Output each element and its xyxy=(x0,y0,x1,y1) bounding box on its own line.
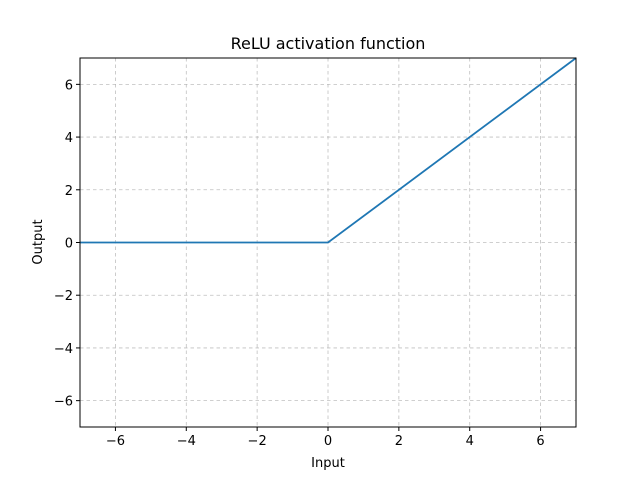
y-tick-label: 6 xyxy=(65,78,73,93)
x-tick-label: −6 xyxy=(106,434,125,449)
y-axis-label: Output xyxy=(31,219,46,264)
x-tick-label: 2 xyxy=(395,434,403,449)
x-tick-label: −2 xyxy=(248,434,267,449)
y-tick-label: 2 xyxy=(65,184,73,199)
x-tick-label: 4 xyxy=(466,434,474,449)
chart-title: ReLU activation function xyxy=(231,34,426,53)
y-tick-label: 4 xyxy=(65,131,73,146)
y-tick-label: −4 xyxy=(54,342,73,357)
x-tick-label: −4 xyxy=(177,434,196,449)
y-tick-label: −2 xyxy=(54,289,73,304)
x-axis-label: Input xyxy=(311,456,345,471)
x-tick-label: 0 xyxy=(324,434,332,449)
y-tick-label: −6 xyxy=(54,395,73,410)
x-tick-label: 6 xyxy=(536,434,544,449)
grid xyxy=(80,58,576,427)
series-layer xyxy=(80,57,577,244)
relu-line xyxy=(80,57,577,244)
ticks: −6 −4 −2 0 2 4 6 −6 −4 −2 0 2 4 6 xyxy=(54,78,545,449)
y-tick-label: 0 xyxy=(65,237,73,252)
